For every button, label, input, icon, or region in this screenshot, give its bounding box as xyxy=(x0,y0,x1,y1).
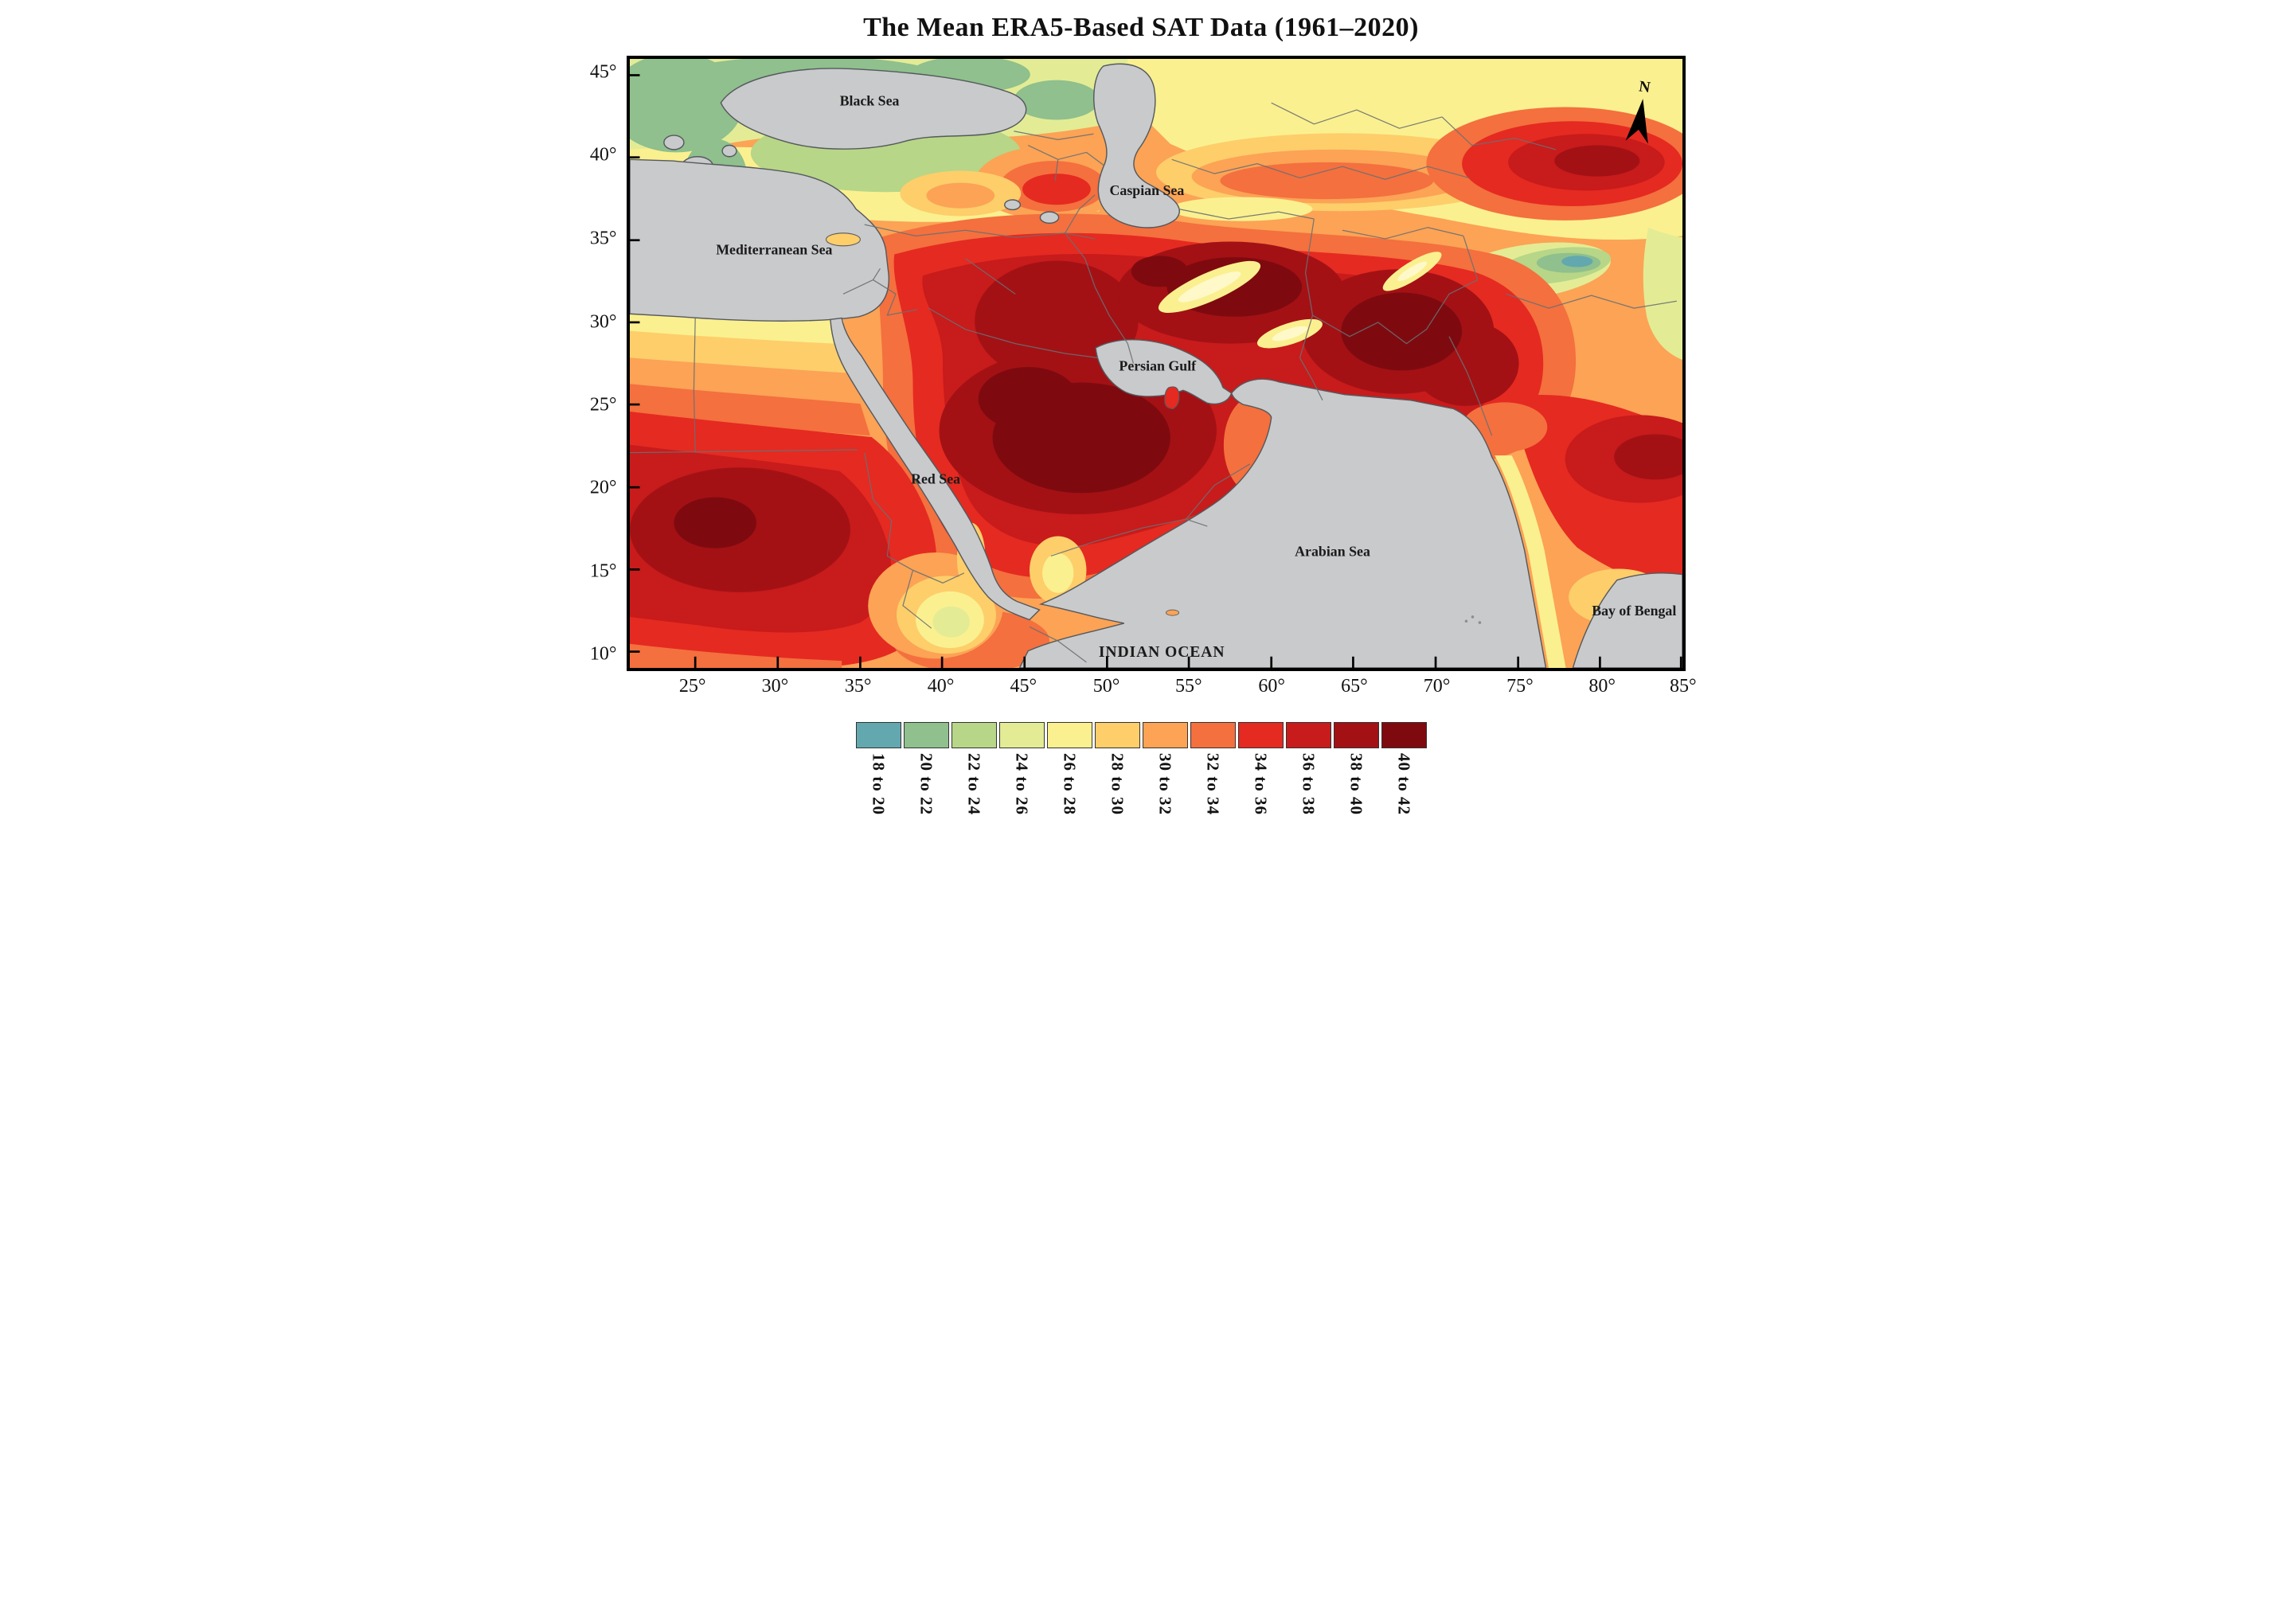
legend-swatch xyxy=(1333,722,1379,748)
lon-tick-label: 65° xyxy=(1341,676,1368,697)
red-sea-shape xyxy=(829,317,1041,621)
lon-tick-label: 70° xyxy=(1423,676,1451,697)
north-arrow-n-label: N xyxy=(1637,78,1651,96)
legend-bin-label: 22 to 24 xyxy=(964,753,984,815)
legend-swatch xyxy=(1142,722,1188,748)
lat-tick-label: 25° xyxy=(589,394,617,416)
islands xyxy=(825,232,1481,624)
legend-swatch xyxy=(1046,722,1092,748)
legend-bin-label: 36 to 38 xyxy=(1299,753,1319,815)
bay-of-bengal-label: Bay of Bengal xyxy=(1592,603,1676,619)
legend-swatch xyxy=(1285,722,1331,748)
legend-swatch xyxy=(1381,722,1427,748)
legend-swatch xyxy=(1190,722,1236,748)
lon-tick-label: 45° xyxy=(1010,676,1037,697)
axis-ticks xyxy=(629,74,1682,668)
lat-tick-label: 35° xyxy=(589,228,617,249)
mediterranean-shape xyxy=(629,158,889,322)
temperature-map: Black Sea Caspian Sea Mediterranean Sea … xyxy=(629,59,1682,668)
mediterranean-sea-label: Mediterranean Sea xyxy=(716,242,832,258)
legend-bin-label: 38 to 40 xyxy=(1346,753,1366,815)
sea-labels: Black Sea Caspian Sea Mediterranean Sea … xyxy=(716,93,1676,661)
lat-tick-label: 15° xyxy=(589,560,617,582)
lon-tick-label: 85° xyxy=(1670,676,1697,697)
lon-tick-label: 50° xyxy=(1092,676,1120,697)
legend-bin-label: 32 to 34 xyxy=(1203,753,1223,815)
color-legend: 18 to 20 20 to 22 22 to 24 24 to 26 26 t… xyxy=(855,722,1427,879)
sea-shapes xyxy=(629,63,1682,668)
persian-gulf-label: Persian Gulf xyxy=(1119,357,1197,373)
lat-tick-label: 20° xyxy=(589,477,617,498)
lon-tick-label: 40° xyxy=(927,676,955,697)
legend-bin-label: 18 to 20 xyxy=(869,753,889,815)
legend-bin-label: 28 to 30 xyxy=(1108,753,1127,815)
legend-swatch xyxy=(855,722,901,748)
figure-title: The Mean ERA5-Based SAT Data (1961–2020) xyxy=(863,13,1419,42)
caspian-shape xyxy=(1092,63,1180,228)
legend-bin-label: 26 to 28 xyxy=(1060,753,1080,815)
bay-of-bengal-shape xyxy=(1572,572,1682,668)
legend-swatch xyxy=(951,722,997,748)
arabian-sea-shape xyxy=(1018,378,1546,668)
legend-labels: 18 to 20 20 to 22 22 to 24 24 to 26 26 t… xyxy=(856,753,1427,879)
legend-bin-label: 24 to 26 xyxy=(1012,753,1032,815)
figure: The Mean ERA5-Based SAT Data (1961–2020)… xyxy=(571,0,1712,900)
lon-tick-label: 80° xyxy=(1588,676,1616,697)
lon-tick-label: 75° xyxy=(1506,676,1534,697)
legend-swatch xyxy=(903,722,949,748)
longitude-axis: 25° 30° 35° 40° 45° 50° 55° 60° 65° 70° … xyxy=(627,671,1697,701)
legend-swatch xyxy=(1237,722,1284,748)
black-sea-label: Black Sea xyxy=(839,93,899,109)
lat-tick-label: 40° xyxy=(589,144,617,166)
north-arrow-icon xyxy=(1625,99,1648,144)
legend-color-bar xyxy=(855,722,1427,748)
legend-bin-label: 34 to 36 xyxy=(1251,753,1271,815)
legend-bin-label: 30 to 32 xyxy=(1155,753,1175,815)
black-sea-shape xyxy=(720,68,1026,150)
lon-tick-label: 30° xyxy=(761,676,789,697)
persian-gulf-shape xyxy=(1094,339,1233,405)
lon-tick-label: 55° xyxy=(1175,676,1202,697)
legend-swatch xyxy=(998,722,1045,748)
map-area: 45° 40° 35° 30° 25° 20° 15° 10° xyxy=(590,56,1686,671)
north-arrow: N xyxy=(1625,78,1651,144)
lon-tick-label: 60° xyxy=(1258,676,1285,697)
lat-tick-label: 45° xyxy=(589,61,617,83)
country-borders xyxy=(629,102,1677,663)
legend-bin-label: 40 to 42 xyxy=(1394,753,1414,815)
lat-tick-label: 10° xyxy=(589,643,617,665)
legend-swatch xyxy=(1094,722,1140,748)
lat-tick-label: 30° xyxy=(589,311,617,333)
indian-ocean-label: INDIAN OCEAN xyxy=(1098,644,1225,661)
lon-tick-label: 35° xyxy=(844,676,872,697)
arabian-sea-label: Arabian Sea xyxy=(1295,543,1370,559)
red-sea-label: Red Sea xyxy=(911,471,960,487)
map-frame: Black Sea Caspian Sea Mediterranean Sea … xyxy=(626,56,1686,671)
legend-bin-label: 20 to 22 xyxy=(916,753,936,815)
caspian-sea-label: Caspian Sea xyxy=(1109,182,1184,198)
lon-tick-label: 25° xyxy=(678,676,706,697)
